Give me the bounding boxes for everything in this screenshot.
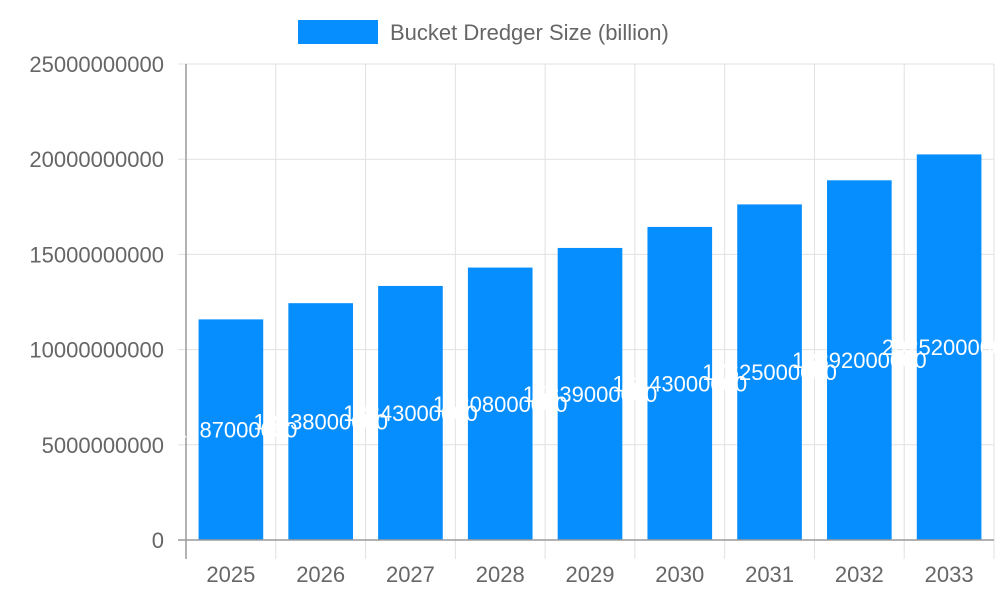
x-tick-label: 2027 — [386, 562, 435, 587]
data-label: 15339000000 — [523, 382, 658, 407]
y-tick-label: 10000000000 — [29, 338, 164, 363]
bar[interactable] — [378, 285, 443, 540]
data-label: 20252000000 — [882, 335, 1000, 360]
x-tick-label: 2031 — [745, 562, 794, 587]
bar[interactable] — [557, 247, 623, 540]
legend-label: Bucket Dredger Size (billion) — [390, 20, 669, 45]
data-label: 14308000000 — [433, 392, 568, 417]
data-label: 16443000000 — [612, 371, 747, 396]
data-labels: 1158700000012438000000133430000001430800… — [164, 335, 1000, 442]
bar[interactable] — [647, 226, 713, 540]
data-label: 18892000000 — [792, 348, 927, 373]
legend-swatch — [298, 20, 378, 44]
x-tick-label: 2028 — [476, 562, 525, 587]
data-label: 11587000000 — [164, 418, 297, 443]
axes — [178, 63, 994, 559]
legend[interactable]: Bucket Dredger Size (billion) — [298, 20, 669, 45]
bar[interactable] — [288, 303, 353, 540]
grid — [186, 63, 995, 559]
x-tick-label: 2033 — [925, 562, 974, 587]
y-tick-label: 15000000000 — [29, 242, 164, 267]
x-tick-labels: 2025 2026 2027 2028 2029 2030 2031 2032 2033 — [206, 562, 973, 587]
bars — [198, 154, 982, 541]
bar[interactable] — [467, 267, 533, 540]
y-tick-label: 0 — [152, 528, 164, 553]
x-tick-label: 2029 — [566, 562, 615, 587]
bar[interactable] — [827, 180, 892, 540]
data-label: 13343000000 — [343, 401, 478, 426]
y-tick-label: 5000000000 — [42, 433, 164, 458]
x-tick-label: 2026 — [296, 562, 345, 587]
x-tick-label: 2025 — [206, 562, 255, 587]
data-label: 12438000000 — [253, 410, 388, 435]
data-label: 17625000000 — [702, 360, 837, 385]
bar[interactable] — [198, 319, 264, 540]
y-tick-label: 25000000000 — [29, 52, 164, 77]
bar[interactable] — [916, 154, 982, 540]
bar[interactable] — [737, 204, 802, 541]
y-tick-labels: 0 5000000000 10000000000 15000000000 2000000… — [29, 52, 164, 553]
x-tick-label: 2030 — [655, 562, 704, 587]
y-tick-label: 20000000000 — [29, 147, 164, 172]
x-tick-label: 2032 — [835, 562, 884, 587]
